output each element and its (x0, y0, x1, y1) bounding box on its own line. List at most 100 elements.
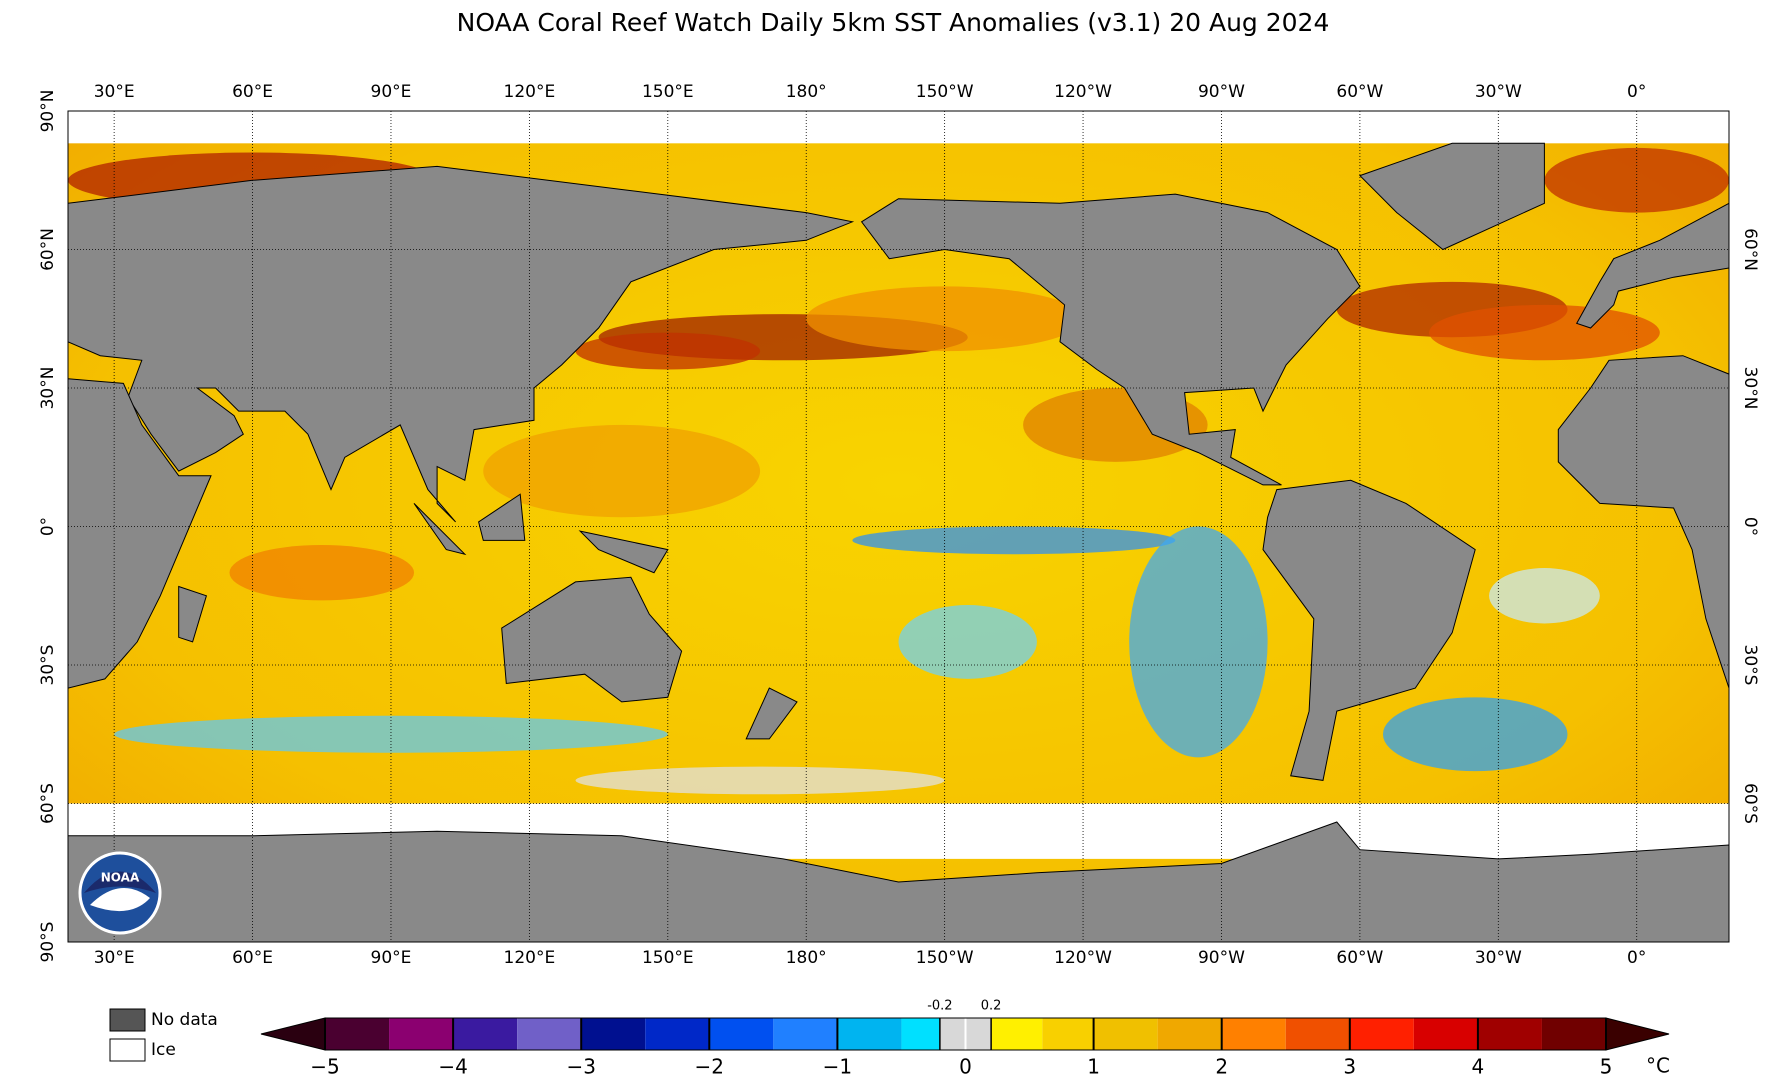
colorbar-band (939, 1018, 966, 1050)
colorbar-tick-label: 4 (1472, 1055, 1485, 1079)
land (68, 821, 1729, 942)
colorbar-tick-label: 2 (1215, 1055, 1228, 1079)
logo-text: NOAA (101, 871, 140, 885)
colorbar-band (1349, 1018, 1414, 1050)
colorbar-band (991, 1018, 1043, 1050)
lon-label-top: 60°E (232, 82, 273, 102)
lon-label-top: 120°E (504, 82, 556, 102)
colorbar-tick-label: −5 (310, 1055, 339, 1079)
anomaly-patch (1489, 568, 1600, 624)
land (1575, 202, 1729, 329)
land (413, 503, 467, 556)
anomaly-patch (1382, 697, 1568, 772)
legend-label: Ice (151, 1040, 176, 1060)
anomaly-patch (483, 424, 761, 518)
colorbar-band (1093, 1018, 1158, 1050)
colorbar-minor-label: 0.2 (981, 999, 1002, 1014)
lon-label-top: 90°W (1198, 82, 1245, 102)
colorbar-over (1605, 1017, 1670, 1051)
lat-label-left: 30°S (38, 645, 58, 686)
lon-label-top: 30°W (1475, 82, 1522, 102)
anomaly-patch (852, 526, 1176, 555)
colorbar-band (453, 1018, 518, 1050)
colorbar-band (645, 1018, 710, 1050)
lon-label-bottom: 120°W (1054, 948, 1112, 968)
colorbar-band (1221, 1018, 1286, 1050)
colorbar-band (389, 1018, 454, 1050)
colorbar-tick-label: −2 (695, 1055, 724, 1079)
colorbar-tick-label: 1 (1087, 1055, 1100, 1079)
lat-label-left: 90°N (38, 90, 58, 133)
land (68, 378, 212, 689)
lon-label-top: 150°W (916, 82, 974, 102)
colorbar-band (1285, 1018, 1350, 1050)
lon-label-top: 60°W (1336, 82, 1383, 102)
colorbar-band (1413, 1018, 1478, 1050)
lon-label-top: 120°W (1054, 82, 1112, 102)
colorbar-tick-label: −1 (823, 1055, 852, 1079)
colorbar-band (901, 1018, 940, 1050)
lon-label-bottom: 30°E (94, 948, 135, 968)
legend-label: No data (151, 1010, 218, 1030)
land (578, 530, 669, 574)
lon-label-top: 150°E (642, 82, 694, 102)
lon-label-top: 90°E (371, 82, 412, 102)
colorbar-band (517, 1018, 582, 1050)
ice (68, 111, 1729, 144)
anomaly-patch (1429, 304, 1660, 361)
colorbar-band (1477, 1018, 1542, 1050)
ice-swatch (109, 1038, 146, 1062)
land (501, 576, 683, 703)
anomaly-patch (114, 715, 668, 753)
land (860, 193, 1361, 486)
no-data-swatch (109, 1008, 146, 1032)
land (745, 687, 798, 740)
land (178, 585, 208, 643)
lon-label-bottom: 60°W (1336, 948, 1383, 968)
colorbar-tick-label: 5 (1600, 1055, 1613, 1079)
lat-label-right: 60°N (1740, 228, 1760, 271)
colorbar-band (1541, 1018, 1606, 1050)
colorbar-tick-label: 3 (1343, 1055, 1356, 1079)
colorbar-band (965, 1018, 992, 1050)
lon-label-top: 0° (1627, 82, 1646, 102)
colorbar-tick-label: −4 (438, 1055, 467, 1079)
lat-label-left: 30°N (38, 367, 58, 410)
lat-label-left: 60°N (38, 228, 58, 271)
colorbar-minor-label: -0.2 (927, 999, 952, 1014)
colorbar-band (773, 1018, 838, 1050)
colorbar-tick-label: −3 (566, 1055, 595, 1079)
title: NOAA Coral Reef Watch Daily 5km SST Anom… (457, 8, 1330, 37)
lat-label-right: 0° (1740, 517, 1760, 536)
lat-label-right: 30°N (1740, 367, 1760, 410)
colorbar-frame (324, 1017, 1607, 1051)
lat-label-right: 60°S (1740, 783, 1760, 824)
colorbar-unit: °C (1646, 1054, 1670, 1078)
colorbar-band (325, 1018, 390, 1050)
lat-label-right: 30°S (1740, 645, 1760, 686)
lon-label-bottom: 150°E (642, 948, 694, 968)
colorbar-band (581, 1018, 646, 1050)
lon-label-bottom: 60°E (232, 948, 273, 968)
anomaly-patch (229, 544, 415, 601)
lon-label-top: 180° (786, 82, 827, 102)
colorbar-under (260, 1017, 326, 1051)
lon-label-bottom: 90°E (371, 948, 412, 968)
anomaly-patch (575, 766, 945, 795)
lon-label-top: 30°E (94, 82, 135, 102)
lon-label-bottom: 180° (786, 948, 827, 968)
anomaly-patch (898, 604, 1037, 679)
colorbar-band (1042, 1018, 1094, 1050)
lon-label-bottom: 120°E (504, 948, 556, 968)
colorbar-band (1157, 1018, 1222, 1050)
land (478, 493, 526, 541)
lon-label-bottom: 150°W (916, 948, 974, 968)
lat-label-left: 90°S (38, 922, 58, 963)
logo (84, 871, 156, 893)
anomaly-patch (1129, 526, 1268, 758)
colorbar-tick-label: 0 (959, 1055, 972, 1079)
lat-label-left: 0° (38, 517, 58, 536)
lon-label-bottom: 0° (1627, 948, 1646, 968)
